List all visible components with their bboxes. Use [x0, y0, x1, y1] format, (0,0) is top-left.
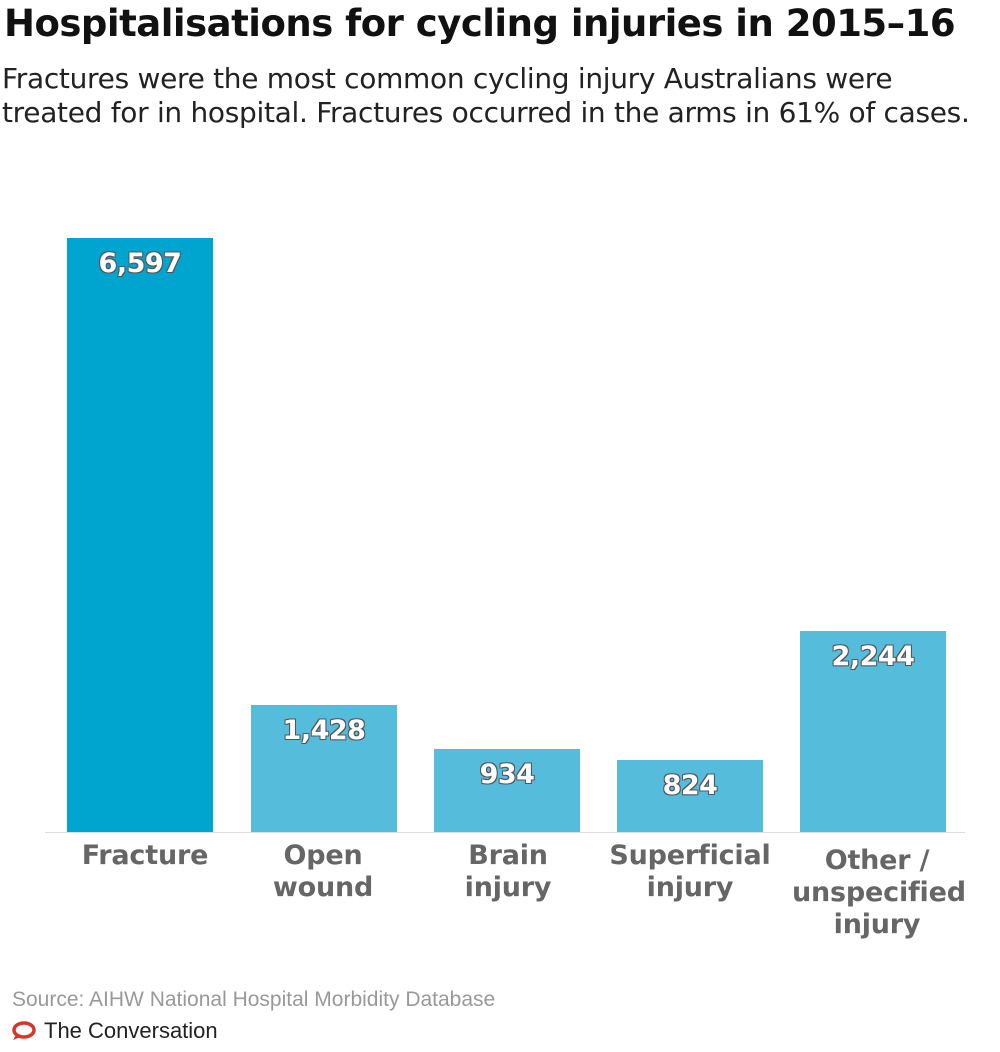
- bar-open-wound: 1,428: [251, 705, 397, 832]
- bar-fracture: 6,597: [67, 238, 213, 832]
- bar-brain-injury: 934: [434, 749, 580, 832]
- bar-other-injury: 2,244: [800, 631, 946, 832]
- source-note: Source: AIHW National Hospital Morbidity…: [12, 988, 496, 1011]
- plot-area: 6,597 1,428 934 824 2,244: [45, 200, 965, 832]
- speech-bubble-icon: [12, 1021, 36, 1040]
- category-label-open-wound: Open wound: [272, 840, 374, 903]
- bar-value-label: 1,428: [282, 715, 366, 746]
- x-axis-baseline: [45, 832, 965, 833]
- category-label-brain-injury: Brain injury: [464, 840, 552, 903]
- bar-value-label: 2,244: [831, 641, 915, 672]
- bar-value-label: 934: [479, 759, 535, 790]
- chart-subtitle: Fractures were the most common cycling i…: [2, 62, 970, 129]
- brand-credit: The Conversation: [12, 1018, 218, 1044]
- category-label-other-injury: Other / unspecified injury: [792, 845, 966, 940]
- chart-title: Hospitalisations for cycling injuries in…: [4, 2, 956, 45]
- category-label-superficial-injury: Superficial injury: [609, 840, 771, 903]
- bar-value-label: 6,597: [98, 248, 182, 279]
- category-label-fracture: Fracture: [81, 840, 209, 871]
- bar-superficial-injury: 824: [617, 760, 763, 832]
- bar-value-label: 824: [662, 770, 718, 801]
- brand-name: The Conversation: [44, 1018, 218, 1043]
